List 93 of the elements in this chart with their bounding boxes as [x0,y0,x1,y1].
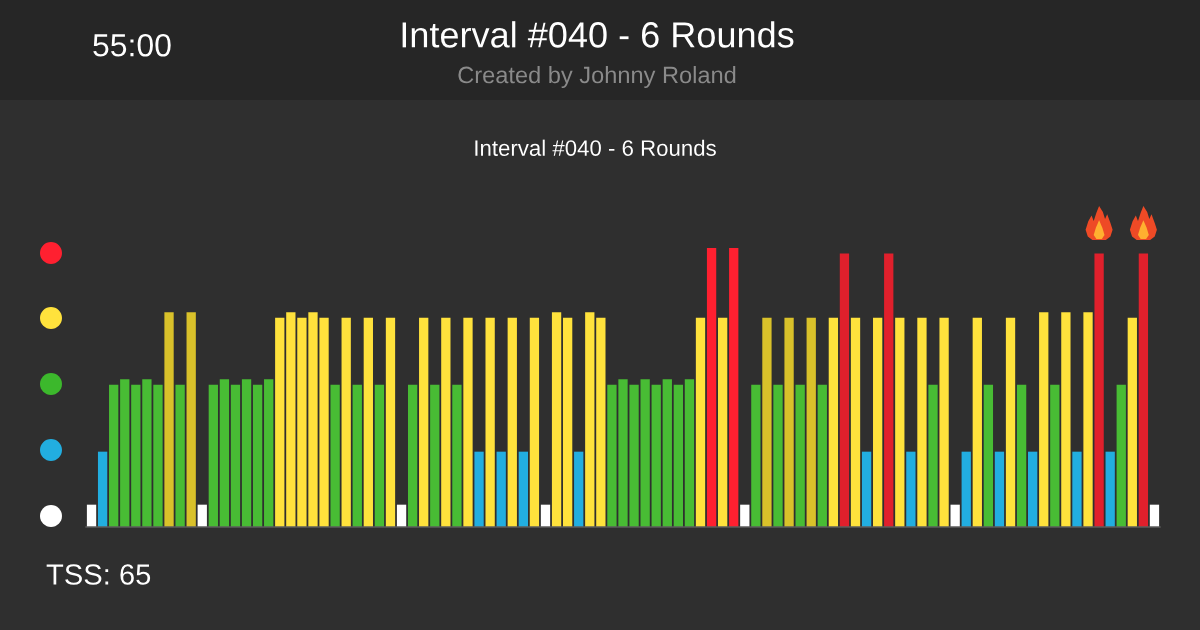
bar [407,384,418,527]
bar [385,317,396,527]
bar [219,379,230,527]
text: Interval #040 - 6 Rounds [475,139,716,156]
bar [850,317,861,527]
bar [729,248,739,527]
bar [164,312,174,527]
bar [795,384,805,527]
bar [1050,384,1060,527]
bar [983,384,994,527]
bar [507,317,517,527]
bar [518,451,528,527]
bar [109,384,119,527]
bar [873,317,883,527]
bar [950,504,960,527]
bar [1061,312,1071,527]
bar [463,317,473,527]
bar [419,317,429,527]
bar [1138,253,1149,527]
bar [596,317,606,527]
bar [895,317,905,527]
chart-subtitle: Created by Johnny Roland [458,66,736,88]
bar [718,317,728,527]
bar [1116,384,1126,527]
bar [1072,451,1082,527]
bar [917,317,927,527]
bar [994,451,1005,527]
bar [341,317,351,527]
bar [762,317,772,527]
bar [961,451,971,527]
bar [1105,451,1115,527]
bar [241,379,252,527]
bar [474,451,484,527]
bar [175,384,185,527]
bar [684,379,695,527]
bar [252,384,263,527]
bar [1127,317,1137,527]
bar [839,253,850,527]
bar [540,504,551,527]
bar [374,384,385,527]
bar [485,317,495,527]
chart-title: Interval #040 - 6 Rounds [402,21,794,48]
bar [208,384,218,527]
bar [363,317,373,527]
bar [1149,504,1160,527]
bar [496,451,506,527]
bar [740,504,750,527]
bar [430,384,440,527]
bar [120,379,130,527]
bar [286,312,296,527]
bar [972,317,982,527]
bar [396,504,407,527]
bar [906,451,916,527]
bar [330,384,340,527]
bar [706,248,717,527]
bar [751,384,761,527]
bar [131,384,141,527]
bar [562,317,573,527]
bar [1039,312,1049,527]
bar [1094,253,1104,527]
bar [441,317,451,527]
bar [230,384,241,527]
bar [651,384,661,527]
bar [574,451,584,527]
bar [352,384,362,527]
bar [529,317,540,527]
bar [197,504,207,527]
bar [86,504,97,527]
bar [1028,451,1038,527]
bar [662,379,672,527]
bar [452,384,462,527]
bar [884,253,894,527]
bar [817,384,827,527]
bar [928,384,938,527]
bar [1083,312,1093,527]
bar [97,451,108,527]
bar [551,312,562,527]
bar [673,384,684,527]
bar [186,312,196,527]
bar [773,384,783,527]
bar [861,451,872,527]
bar [1016,384,1027,527]
bar [1005,317,1016,527]
bar [585,312,595,527]
bar [695,317,706,527]
text: TSS: 65 [46,564,151,585]
bar [264,379,274,527]
bar [828,317,839,527]
bar [784,317,794,527]
bar [806,317,816,527]
bar [939,317,949,527]
bar [275,317,285,527]
text: 55:00 [93,33,171,57]
